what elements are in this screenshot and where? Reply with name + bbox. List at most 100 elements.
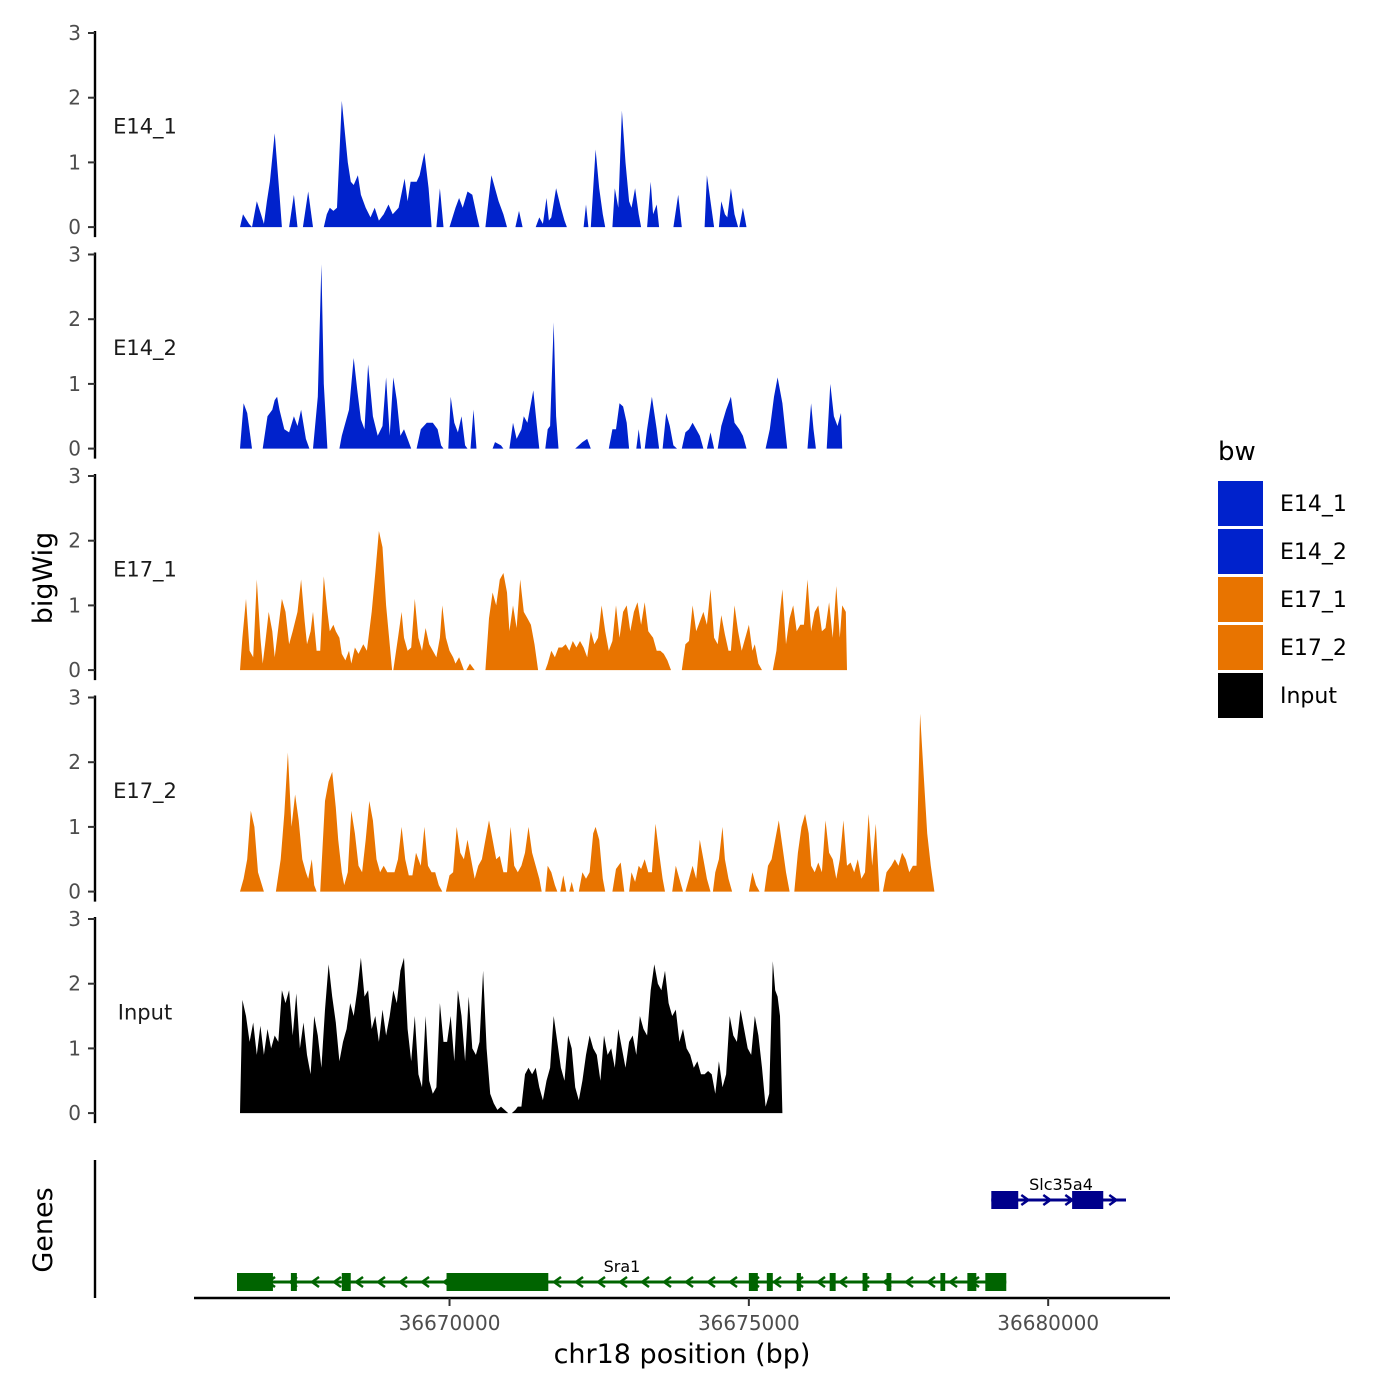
coverage-area — [511, 961, 783, 1114]
strand-arrow — [375, 1275, 386, 1289]
coverage-area — [718, 188, 739, 228]
coverage-area — [393, 598, 464, 671]
legend-label: E17_2 — [1280, 636, 1347, 661]
gene-exon — [940, 1273, 946, 1291]
coverage-area — [681, 422, 704, 449]
coverage-area — [583, 204, 589, 228]
y-tick-label: 3 — [68, 464, 81, 488]
coverage-area — [575, 438, 591, 449]
coverage-tracks: 0 1 2 3 E14_1 0 1 2 3 E14_2 0 1 2 3 E17_1 0 1 2 3 E17_2 0 1 2 3… — [68, 21, 935, 1125]
coverage-area — [515, 210, 523, 228]
coverage-area — [748, 872, 760, 892]
y-tick-label: 2 — [68, 529, 81, 553]
y-tick-label: 1 — [68, 593, 81, 617]
strand-arrow — [771, 1275, 782, 1289]
x-tick-label: 36675000 — [698, 1311, 800, 1335]
track-E14_1: 0 1 2 3 E14_1 — [68, 21, 747, 239]
coverage-area — [339, 358, 412, 449]
gene-exon — [341, 1273, 351, 1291]
gene-name-label: Slc35a4 — [1029, 1175, 1093, 1194]
gene-name-label: Sra1 — [604, 1257, 641, 1276]
coverage-area — [560, 875, 567, 892]
coverage-area — [629, 823, 665, 892]
y-tick-label: 2 — [68, 86, 81, 110]
y-tick-label: 1 — [68, 1036, 81, 1060]
gene-exon — [237, 1273, 273, 1291]
coverage-area — [449, 191, 480, 228]
strand-arrow — [331, 1275, 342, 1289]
coverage-area — [772, 579, 847, 671]
gene-exon — [862, 1273, 868, 1291]
coverage-area — [807, 403, 816, 449]
legend-label: E17_1 — [1280, 588, 1347, 613]
track-label: E14_1 — [113, 114, 177, 139]
y-tick-label: 0 — [68, 215, 81, 239]
coverage-area — [240, 133, 282, 228]
coverage-area — [794, 814, 880, 892]
y-tick-label: 3 — [68, 243, 81, 267]
coverage-area — [240, 810, 264, 892]
y-tick-label: 1 — [68, 815, 81, 839]
legend-swatch — [1218, 577, 1263, 622]
strand-arrow — [903, 1275, 914, 1289]
coverage-area — [545, 865, 558, 892]
y-tick-label: 0 — [68, 437, 81, 461]
coverage-area — [445, 820, 542, 892]
x-axis: 36670000 36675000 36680000 — [194, 1296, 1170, 1335]
coverage-area — [262, 396, 310, 449]
strand-arrow — [1020, 1193, 1031, 1207]
coverage-area — [662, 413, 677, 449]
coverage-area — [470, 409, 477, 449]
coverage-area — [717, 396, 747, 449]
legend-label: Input — [1280, 684, 1337, 709]
track-Input: 0 1 2 3 Input — [68, 907, 783, 1125]
coverage-area — [323, 100, 432, 228]
track-E17_1: 0 1 2 3 E17_1 — [68, 464, 847, 682]
coverage-area — [448, 396, 468, 449]
gene-exon — [766, 1273, 773, 1291]
gene-annotation-panel: Sra1 Slc35a4 — [93, 1160, 1126, 1298]
coverage-area — [647, 181, 660, 228]
coverage-area — [578, 826, 606, 892]
gene-exon — [290, 1273, 297, 1291]
y-tick-label: 2 — [68, 307, 81, 331]
strand-arrow — [661, 1275, 672, 1289]
coverage-area — [492, 442, 504, 449]
coverage-area — [826, 383, 843, 449]
x-tick-label: 36680000 — [997, 1311, 1099, 1335]
coverage-area — [685, 839, 711, 892]
coverage-area — [673, 194, 682, 228]
coverage-area — [765, 377, 788, 449]
strand-arrow — [353, 1275, 364, 1289]
legend-label: E14_2 — [1280, 540, 1347, 565]
y-tick-label: 1 — [68, 372, 81, 396]
coverage-area — [320, 771, 443, 892]
gene-exon — [446, 1273, 549, 1291]
coverage-area — [681, 589, 762, 671]
coverage-area — [764, 820, 790, 892]
legend-label: E14_1 — [1280, 492, 1347, 517]
legend-swatch — [1218, 625, 1263, 670]
y-tick-label: 0 — [68, 880, 81, 904]
coverage-area — [275, 752, 317, 892]
y-tick-label: 0 — [68, 658, 81, 682]
coverage-area — [313, 264, 328, 449]
coverage-area — [436, 188, 444, 228]
coverage-area — [612, 110, 642, 228]
strand-arrow — [1108, 1193, 1119, 1207]
strand-arrow — [419, 1275, 430, 1289]
gene-exon — [886, 1273, 892, 1291]
y-tick-label: 0 — [68, 1101, 81, 1125]
strand-arrow — [595, 1275, 606, 1289]
y-tick-label: 3 — [68, 21, 81, 45]
gene-exon — [1072, 1191, 1104, 1209]
gene-Sra1: Sra1 — [237, 1257, 1007, 1291]
coverage-area — [590, 149, 606, 228]
track-E14_2: 0 1 2 3 E14_2 — [68, 243, 843, 461]
gene-Slc35a4: Slc35a4 — [991, 1175, 1126, 1209]
coverage-area — [240, 403, 252, 449]
coverage-area — [485, 175, 507, 228]
coverage-area — [644, 396, 660, 449]
strand-arrow — [705, 1275, 716, 1289]
